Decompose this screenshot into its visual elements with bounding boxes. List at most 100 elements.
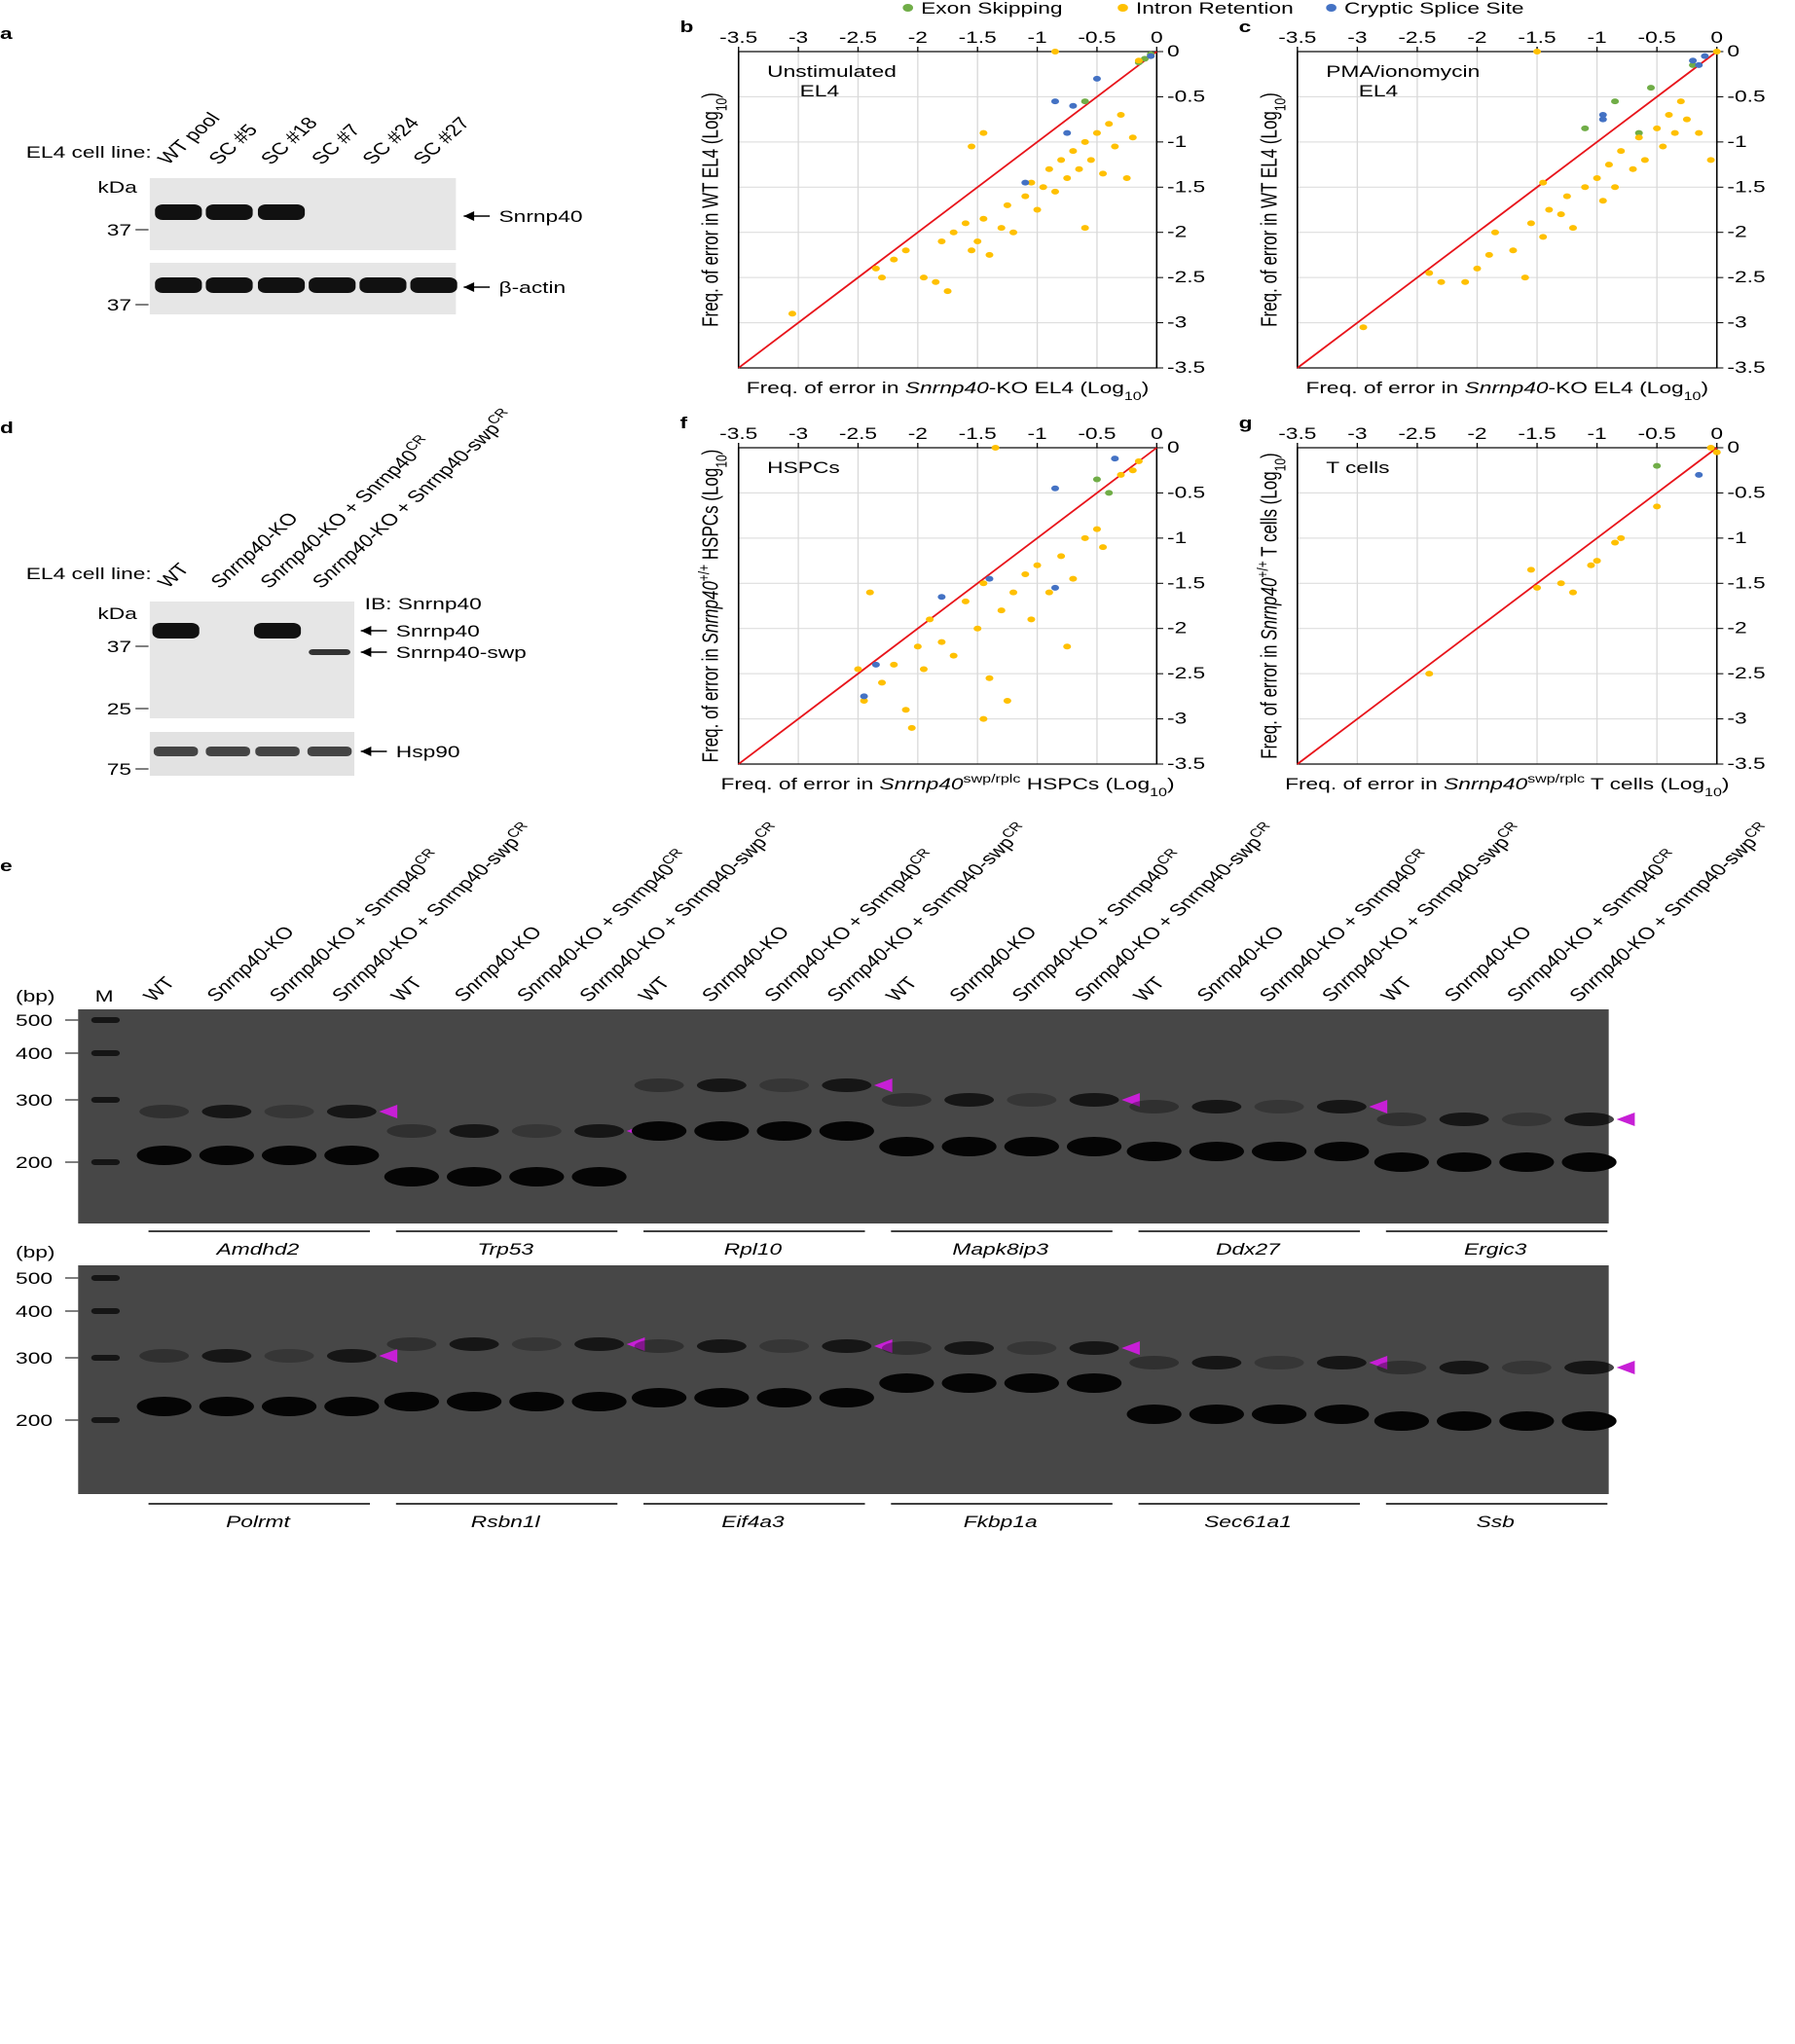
- gel-band: [1561, 1411, 1617, 1431]
- gel-band: [1314, 1142, 1370, 1161]
- scatter-point: [1676, 98, 1685, 105]
- gel-band: [264, 1349, 314, 1363]
- y-axis-label-part: Freq. of error in: [699, 643, 723, 762]
- x-axis-label-part: -KO EL4 (Log: [989, 380, 1124, 398]
- x-axis-label-part: ): [1142, 380, 1150, 398]
- y-axis-label-part: Snrnp40: [699, 581, 723, 643]
- scatter-point: [1617, 148, 1626, 155]
- scatter-point: [1063, 643, 1072, 650]
- x-axis-label-part: Snrnp40: [1465, 380, 1549, 398]
- gel-band: [574, 1337, 624, 1351]
- scatter-point: [1593, 558, 1601, 565]
- x-axis-label-part: 10: [1124, 390, 1142, 404]
- gel-band: [1069, 1341, 1119, 1355]
- scatter-point: [949, 229, 958, 236]
- lane-label: WT: [1376, 974, 1417, 1005]
- lane-label-part: Snrnp40: [1440, 946, 1512, 1005]
- arrowhead-marker: [626, 1337, 645, 1351]
- gel-band: [386, 1337, 437, 1351]
- x-tick-label: -3.5: [719, 29, 757, 48]
- gel-band: [634, 1078, 684, 1092]
- legend-label: Intron Retention: [1136, 0, 1294, 18]
- gene-label: Amdhd2: [215, 1241, 299, 1259]
- gel-band: [1316, 1100, 1367, 1113]
- scatter-point: [991, 445, 1000, 451]
- scatter-point: [1611, 539, 1620, 546]
- y-axis-label-part: T cells (Log: [1258, 471, 1282, 561]
- scatter-point: [1092, 129, 1101, 136]
- blot-band: [255, 747, 300, 756]
- arrow-head: [360, 626, 372, 636]
- panel-letter: c: [1239, 18, 1252, 37]
- scatter-point: [1533, 584, 1542, 591]
- scatter-point: [968, 143, 976, 150]
- scatter-point: [1557, 580, 1565, 587]
- scatter-point: [1099, 170, 1108, 177]
- scatter-point: [1701, 53, 1709, 59]
- scatter-point: [961, 220, 970, 227]
- legend-swatch: [1117, 4, 1128, 12]
- gel-band: [759, 1078, 810, 1092]
- x-tick-label: -1.5: [1518, 29, 1556, 48]
- x-axis-label-part: Freq. of error in: [1285, 776, 1444, 794]
- blot-band: [205, 747, 250, 756]
- x-tick-label: -3: [788, 29, 808, 48]
- arrow-head: [360, 747, 372, 756]
- scatter-point: [985, 575, 994, 582]
- scatter-point: [907, 724, 916, 731]
- gel-band: [941, 1373, 997, 1393]
- scatter-point: [979, 715, 988, 722]
- scatter-point: [1027, 179, 1036, 186]
- scatter-point: [979, 129, 988, 136]
- scatter-point: [1021, 571, 1030, 577]
- bp-marker: 200: [16, 1412, 53, 1431]
- gel-band: [879, 1137, 934, 1156]
- y-tick-label: -2: [1727, 619, 1746, 638]
- gel-band: [384, 1392, 439, 1411]
- x-tick-label: -3.5: [1278, 425, 1316, 444]
- arrowhead-marker: [379, 1105, 398, 1118]
- gel-band: [1191, 1356, 1242, 1369]
- scatter-point: [1611, 98, 1620, 105]
- y-tick-label: -2.5: [1727, 269, 1765, 287]
- gel-image: [78, 1009, 1609, 1223]
- scatter-point: [1122, 175, 1131, 181]
- gel-band: [1314, 1405, 1370, 1424]
- ladder-band: [91, 1159, 121, 1165]
- scatter-point: [1634, 129, 1643, 136]
- y-tick-label: -1: [1167, 132, 1187, 151]
- band-label: Snrnp40-swp: [396, 644, 527, 663]
- panel-letter: d: [0, 420, 14, 438]
- gel-band: [1439, 1361, 1489, 1374]
- x-axis-label-part: T cells (Log: [1585, 776, 1704, 794]
- scatter-point: [1359, 324, 1368, 331]
- lane-label-part: Snrnp40: [944, 946, 1016, 1005]
- scatter-point: [1712, 49, 1721, 55]
- scatter-point: [1653, 462, 1662, 469]
- scatter-point: [1111, 456, 1119, 462]
- scatter-point: [871, 661, 880, 668]
- x-axis-label: Freq. of error in Snrnp40swp/rplc T cell…: [1285, 773, 1729, 799]
- lane-label-part: WT: [386, 974, 427, 1005]
- y-axis-label-part: HSPCs (Log: [699, 468, 723, 565]
- x-axis-label-part: Freq. of error in: [720, 776, 879, 794]
- lane-label-part: Snrnp40: [697, 946, 769, 1005]
- scatter-point: [968, 247, 976, 254]
- gel-band: [1564, 1113, 1614, 1126]
- gel-band: [509, 1167, 565, 1186]
- y-tick-label: -1: [1727, 132, 1746, 151]
- scatter-point: [1461, 278, 1470, 285]
- x-axis-label-part: ): [1722, 776, 1730, 794]
- y-tick-label: -1: [1727, 529, 1746, 547]
- gel-band: [1191, 1100, 1242, 1113]
- gel-band: [574, 1124, 624, 1138]
- scatter-point: [1670, 129, 1679, 136]
- gel-band: [1439, 1113, 1489, 1126]
- bp-marker: 400: [16, 1303, 53, 1322]
- bp-marker: 300: [16, 1092, 53, 1111]
- x-tick-label: -3: [1347, 29, 1367, 48]
- plot-annotation: T cells: [1326, 459, 1389, 478]
- gel-band: [1189, 1405, 1244, 1424]
- kda-label: kDa: [97, 605, 137, 624]
- scatter-point: [1509, 247, 1518, 254]
